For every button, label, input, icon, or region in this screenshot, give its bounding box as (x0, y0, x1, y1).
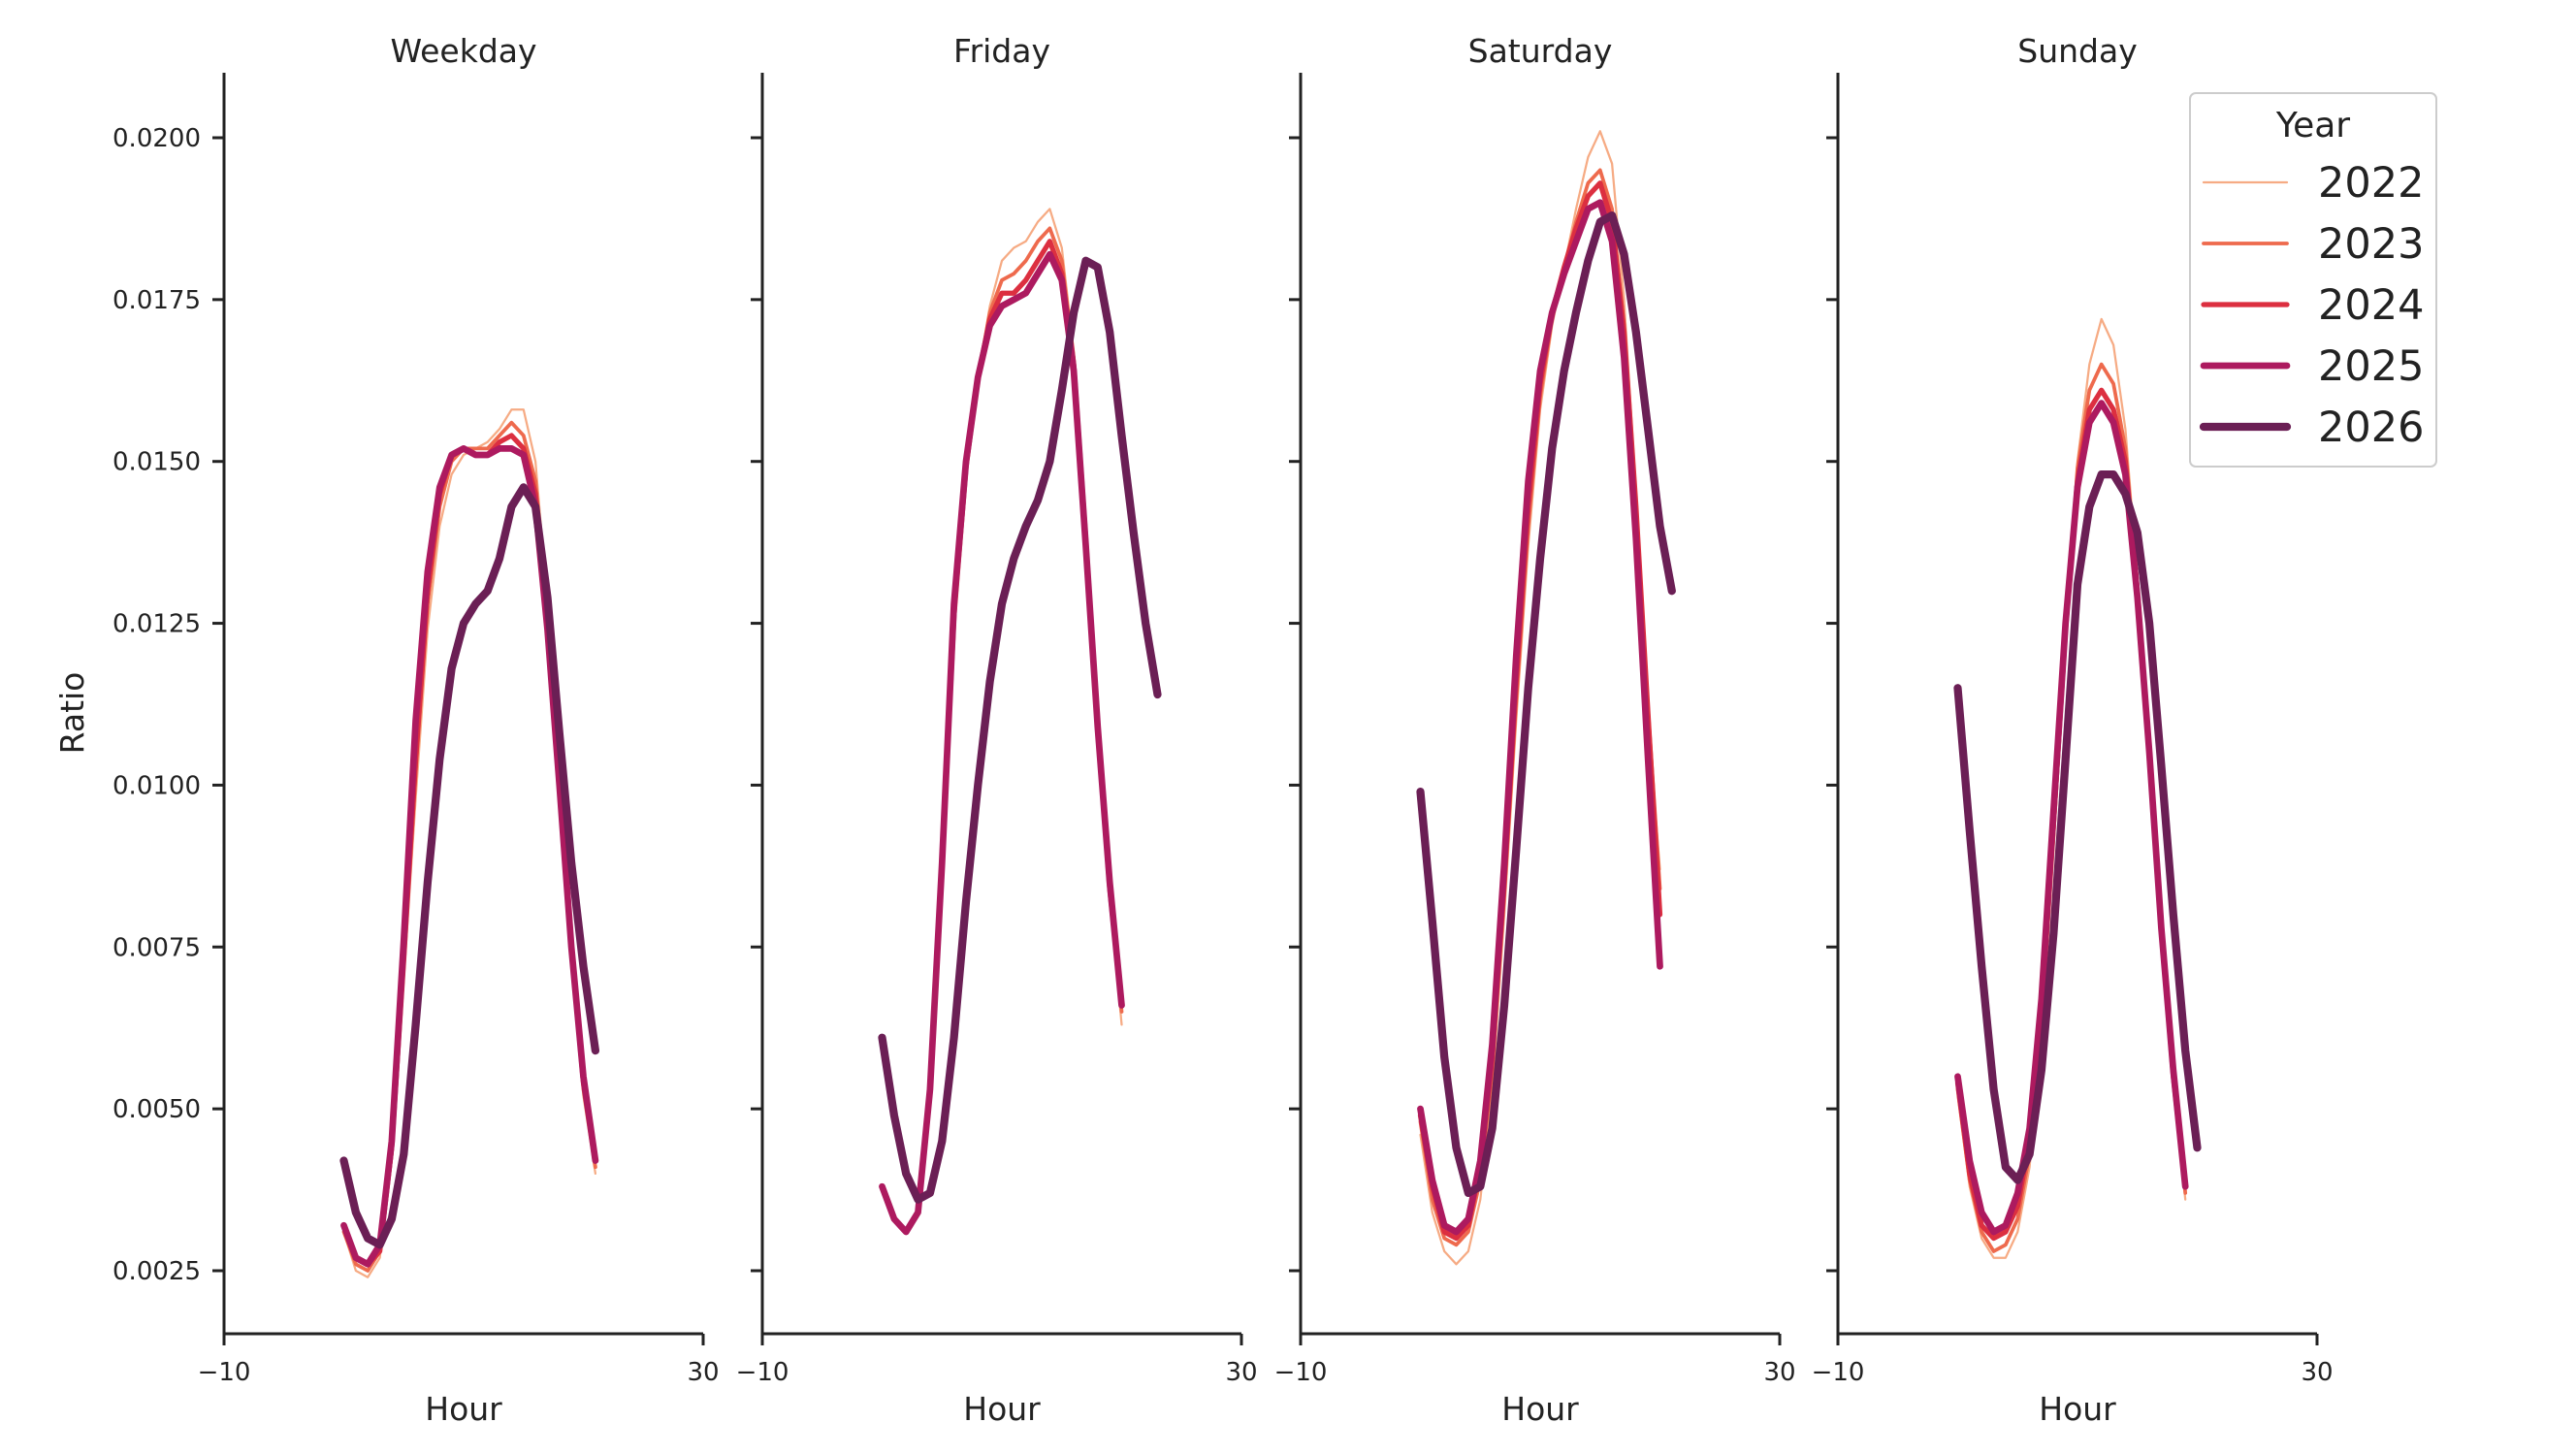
series-line-2026 (1416, 210, 1676, 1198)
x-axis-label: Hour (963, 1390, 1041, 1428)
y-tick-label: 0.0100 (113, 771, 201, 800)
legend-title: Year (2275, 106, 2350, 146)
y-tick-label: 0.0025 (113, 1257, 201, 1286)
panel-title: Weekday (390, 32, 536, 70)
panel-title: Friday (953, 32, 1050, 70)
panel-saturday: Saturday −10 30 Hour (1274, 32, 1796, 1428)
x-axis-label: Hour (1501, 1390, 1579, 1428)
legend-label-2022: 2022 (2318, 159, 2424, 208)
x-tick-label: 30 (1225, 1358, 1257, 1387)
x-tick-label: −10 (198, 1358, 251, 1387)
y-tick-label: 0.0200 (113, 124, 201, 153)
panels: Weekday 0.0025 0.0050 0.0075 0.0100 0.0125 0.0… (113, 32, 2334, 1428)
legend: Year 2022 2023 2024 2025 2026 (2189, 92, 2437, 468)
legend-frame (2189, 92, 2437, 468)
series-line-2023 (341, 420, 597, 1273)
panel-title: Saturday (1468, 32, 1613, 70)
x-tick-label: −10 (1274, 1358, 1328, 1387)
x-tick-label: 30 (687, 1358, 719, 1387)
series-line-2024 (340, 433, 598, 1267)
series-line-2022 (342, 408, 597, 1278)
x-tick-label: 30 (2301, 1358, 2333, 1387)
series-line-2024 (879, 239, 1125, 1235)
series-line-2023 (880, 226, 1124, 1234)
legend-label-2024: 2024 (2318, 281, 2424, 330)
y-axis-label: Ratio (53, 672, 91, 755)
legend-label-2026: 2026 (2318, 404, 2424, 452)
series-line-2025 (1954, 400, 2189, 1236)
panel-sunday: Sunday −10 30 Hour (1812, 32, 2334, 1428)
x-axis-label: Hour (425, 1390, 502, 1428)
series-line-2026 (1953, 469, 2202, 1184)
series-line-2026 (339, 483, 600, 1249)
y-tick-label: 0.0150 (113, 448, 201, 477)
x-tick-label: −10 (1812, 1358, 1865, 1387)
series-line-2025 (879, 250, 1125, 1236)
series-line-2025 (340, 445, 599, 1268)
panel-weekday: Weekday 0.0025 0.0050 0.0075 0.0100 0.0125 0.0… (113, 32, 720, 1428)
x-tick-label: 30 (1763, 1358, 1795, 1387)
legend-label-2025: 2025 (2318, 342, 2424, 391)
series-line-2022 (881, 208, 1123, 1234)
series-line-2026 (878, 256, 1162, 1204)
y-tick-label: 0.0125 (113, 610, 201, 639)
y-tick-label: 0.0175 (113, 286, 201, 315)
panel-friday: Friday −10 30 Hour (736, 32, 1258, 1428)
panel-title: Sunday (2017, 32, 2137, 70)
series-line-2025 (1417, 199, 1663, 1236)
y-tick-label: 0.0075 (113, 933, 201, 962)
series-line-2022 (1419, 130, 1661, 1266)
x-axis-label: Hour (2039, 1390, 2116, 1428)
x-tick-label: −10 (736, 1358, 789, 1387)
y-tick-label: 0.0050 (113, 1095, 201, 1124)
legend-label-2023: 2023 (2318, 220, 2424, 269)
